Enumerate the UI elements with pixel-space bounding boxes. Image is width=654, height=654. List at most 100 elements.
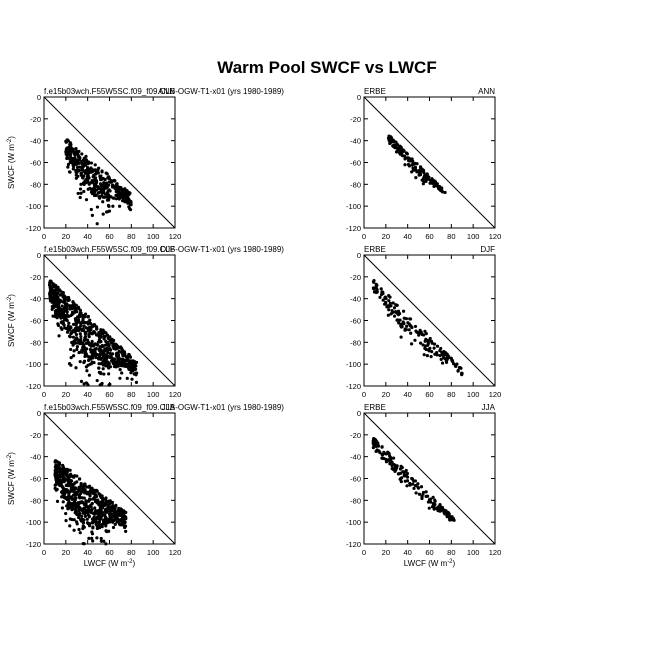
scatter-point [57, 334, 61, 338]
scatter-point [131, 364, 135, 368]
scatter-point [434, 182, 438, 186]
scatter-point [72, 349, 76, 353]
scatter-point [123, 520, 127, 524]
scatter-point [56, 323, 61, 327]
scatter-point [76, 154, 81, 158]
y-tick-label: -120 [26, 224, 41, 233]
scatter-point [84, 365, 88, 369]
scatter-point [88, 181, 93, 185]
scatter-point [384, 460, 389, 464]
scatter-point [69, 486, 73, 490]
scatter-point [78, 501, 83, 505]
scatter-point [424, 347, 428, 352]
x-tick-label: 100 [147, 390, 160, 399]
y-tick-label: -60 [350, 475, 361, 484]
x-axis-label: LWCF (W m-2) [84, 559, 136, 568]
panel-right-label: ANN [478, 87, 495, 96]
scatter-point [97, 366, 101, 370]
scatter-point [132, 372, 136, 376]
scatter-point [113, 186, 117, 191]
scatter-point [68, 524, 72, 528]
scatter-point [391, 310, 395, 315]
panel-right-label: DJF [480, 245, 495, 254]
scatter-point [397, 472, 401, 476]
scatter-point [121, 190, 125, 195]
y-axis-label: SWCF (W m-2) [7, 452, 16, 505]
x-tick-label: 0 [362, 548, 366, 557]
scatter-point [373, 437, 377, 441]
scatter-point [57, 307, 61, 311]
scatter-point [115, 193, 119, 197]
scatter-point [52, 305, 56, 309]
scatter-point [371, 286, 376, 290]
x-tick-label: 0 [362, 232, 366, 241]
scatter-point [99, 335, 103, 339]
scatter-point [103, 513, 107, 517]
scatter-point [433, 502, 437, 506]
scatter-point [60, 304, 64, 308]
scatter-point [78, 187, 83, 191]
scatter-point [82, 486, 86, 491]
scatter-point [117, 204, 122, 208]
scatter-point [414, 176, 418, 180]
scatter-point [108, 335, 112, 339]
scatter-point [98, 330, 102, 334]
scatter-point [446, 514, 450, 518]
x-tick-label: 40 [83, 390, 91, 399]
scatter-point [60, 495, 64, 499]
scatter-point [399, 325, 404, 329]
scatter-point [71, 167, 75, 171]
scatter-point [114, 197, 118, 201]
scatter-point [107, 196, 111, 201]
scatter-point [73, 152, 77, 157]
scatter-point [74, 323, 78, 327]
y-tick-label: -60 [30, 475, 41, 484]
scatter-point [128, 367, 132, 371]
scatter-point [63, 468, 67, 472]
panel-left-label: ERBE [364, 245, 386, 254]
scatter-point [112, 357, 116, 362]
scatter-point [114, 189, 118, 194]
scatter-point [429, 355, 433, 359]
scatter-point [120, 187, 124, 191]
y-tick-label: -60 [350, 159, 361, 168]
scatter-point [414, 329, 418, 333]
scatter-point [78, 341, 82, 346]
y-tick-label: -20 [30, 273, 41, 282]
scatter-point [78, 489, 82, 493]
scatter-point [88, 330, 92, 334]
scatter-points [53, 459, 128, 546]
scatter-point [374, 440, 379, 444]
scatter-point [417, 492, 422, 496]
scatter-point [66, 324, 70, 328]
scatter-point [74, 492, 79, 497]
scatter-point [73, 159, 77, 164]
scatter-point [92, 330, 96, 334]
scatter-point [97, 362, 101, 366]
scatter-point [65, 310, 69, 314]
scatter-point [78, 311, 82, 315]
scatter-point [92, 489, 96, 493]
scatter-point [49, 279, 53, 283]
scatter-point [95, 379, 99, 383]
scatter-point [127, 361, 132, 366]
scatter-point [391, 301, 395, 305]
scatter-point [87, 514, 91, 518]
x-tick-label: 60 [105, 390, 113, 399]
scatter-point [68, 141, 72, 145]
scatter-point [409, 342, 414, 346]
scatter-point [384, 301, 388, 305]
x-tick-label: 20 [382, 232, 390, 241]
scatter-point [67, 170, 72, 174]
scatter-point [80, 321, 84, 325]
scatter-point [384, 452, 388, 456]
scatter-point [107, 188, 111, 192]
scatter-point [104, 542, 108, 546]
scatter-point [81, 341, 85, 345]
scatter-point [75, 347, 79, 352]
scatter-point [88, 321, 93, 326]
reference-line [43, 412, 176, 545]
scatter-point [406, 162, 411, 167]
scatter-point [381, 290, 385, 294]
scatter-point [393, 463, 397, 467]
